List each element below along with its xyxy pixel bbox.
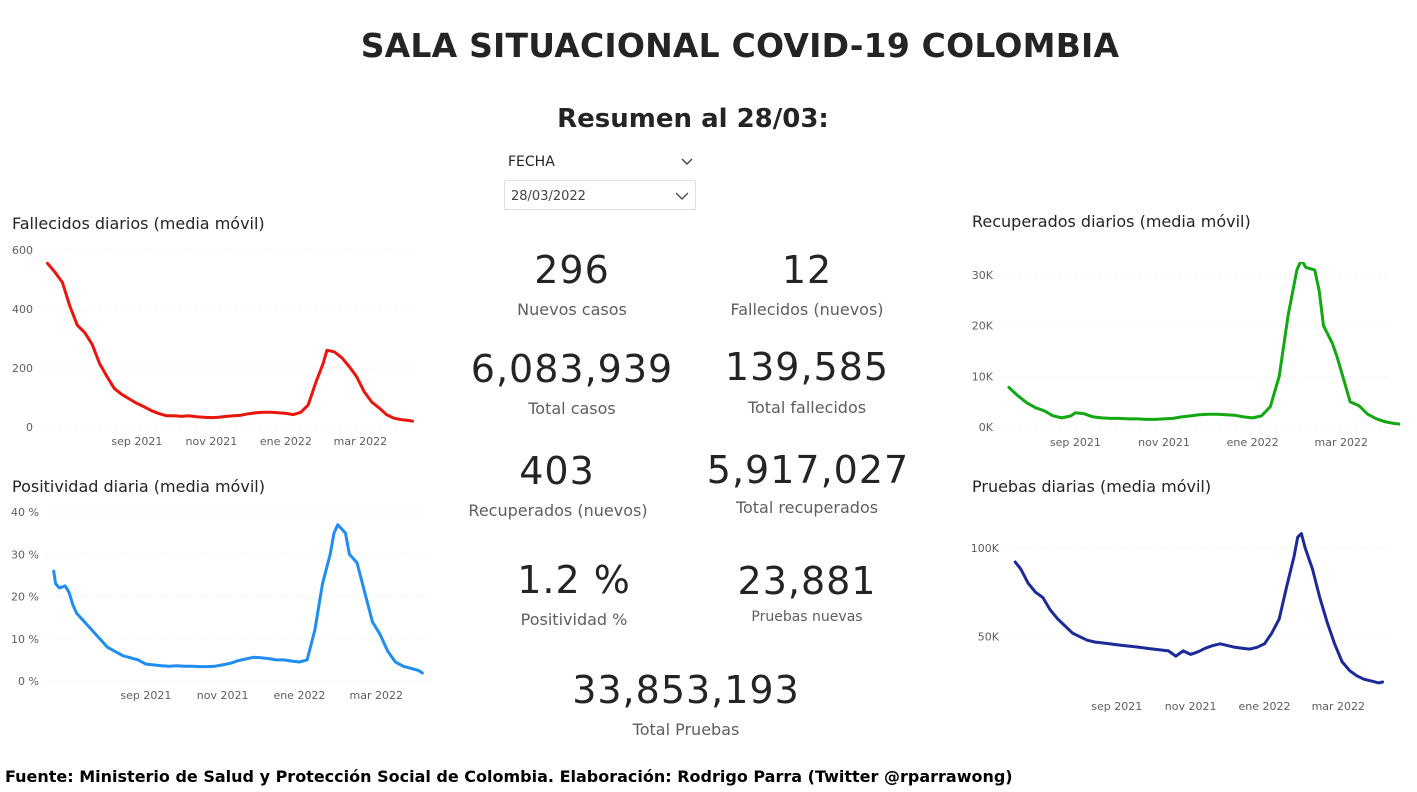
series-line[interactable] bbox=[46, 261, 414, 423]
x-tick-label: sep 2021 bbox=[1091, 700, 1142, 713]
kpi-total-casos-value: 6,083,939 bbox=[470, 347, 674, 391]
x-tick-label: nov 2021 bbox=[1165, 700, 1217, 713]
y-tick-label: 20 % bbox=[11, 591, 39, 604]
kpi-recuperados-nuevos-label: Recuperados (nuevos) bbox=[468, 501, 648, 520]
page-title: SALA SITUACIONAL COVID-19 COLOMBIA bbox=[360, 26, 1120, 65]
x-tick-label: ene 2022 bbox=[1238, 700, 1290, 713]
date-slicer-label: FECHA bbox=[508, 154, 555, 170]
kpi-recuperados-nuevos-value: 403 bbox=[519, 449, 595, 493]
x-tick-label: mar 2022 bbox=[349, 689, 402, 702]
y-tick-label: 20K bbox=[972, 320, 994, 333]
kpi-total-recuperados-label: Total recuperados bbox=[735, 498, 879, 517]
kpi-fallecidos-nuevos-label: Fallecidos (nuevos) bbox=[730, 300, 884, 319]
y-tick-label: 30K bbox=[972, 269, 994, 282]
series-line[interactable] bbox=[1013, 532, 1385, 685]
x-tick-label: sep 2021 bbox=[1050, 436, 1101, 449]
x-tick-label: ene 2022 bbox=[1227, 436, 1279, 449]
x-tick-label: nov 2021 bbox=[1138, 436, 1190, 449]
y-tick-label: 0 % bbox=[18, 675, 39, 688]
kpi-total-fallecidos-label: Total fallecidos bbox=[747, 398, 867, 417]
slicer-collapse-chevron-icon[interactable] bbox=[680, 154, 694, 168]
kpi-positividad-label: Positividad % bbox=[520, 610, 628, 629]
date-slicer-dropdown[interactable]: 28/03/2022 bbox=[504, 180, 696, 210]
x-tick-label: mar 2022 bbox=[1312, 700, 1365, 713]
kpi-nuevos-casos-value: 296 bbox=[534, 248, 610, 292]
x-tick-label: mar 2022 bbox=[334, 435, 387, 448]
series-line[interactable] bbox=[52, 523, 424, 675]
page-subtitle: Resumen al 28/03: bbox=[557, 104, 829, 134]
kpi-positividad-value: 1.2 % bbox=[517, 558, 631, 602]
kpi-total-casos-label: Total casos bbox=[528, 399, 616, 418]
kpi-pruebas-nuevas-value: 23,881 bbox=[737, 559, 877, 603]
chart-fallecidos[interactable]: 0 200 400 600 sep 2021 nov 2021 ene 2022 mar 20… bbox=[0, 240, 430, 455]
x-tick-label: nov 2021 bbox=[197, 689, 249, 702]
chart-pruebas[interactable]: 50K 100K sep 2021 nov 2021 ene 2022 mar 2022 bbox=[960, 530, 1400, 720]
y-tick-label: 200 bbox=[12, 362, 33, 375]
x-tick-label: sep 2021 bbox=[120, 689, 171, 702]
x-tick-label: ene 2022 bbox=[273, 689, 325, 702]
kpi-total-fallecidos-value: 139,585 bbox=[724, 345, 890, 389]
y-tick-label: 0K bbox=[979, 421, 994, 434]
x-tick-label: sep 2021 bbox=[111, 435, 162, 448]
x-tick-label: mar 2022 bbox=[1315, 436, 1368, 449]
chart-title-fallecidos: Fallecidos diarios (media móvil) bbox=[12, 214, 265, 233]
x-tick-label: ene 2022 bbox=[260, 435, 312, 448]
y-tick-label: 30 % bbox=[11, 548, 39, 561]
chevron-down-icon bbox=[675, 192, 689, 200]
kpi-total-pruebas-value: 33,853,193 bbox=[572, 668, 800, 712]
kpi-total-pruebas-label: Total Pruebas bbox=[632, 720, 740, 739]
kpi-total-recuperados-value: 5,917,027 bbox=[706, 448, 910, 492]
chart-title-positividad: Positividad diaria (media móvil) bbox=[12, 477, 265, 496]
y-tick-label: 0 bbox=[26, 421, 33, 434]
y-tick-label: 400 bbox=[12, 303, 33, 316]
kpi-fallecidos-nuevos-value: 12 bbox=[781, 248, 833, 292]
y-tick-label: 10K bbox=[972, 370, 994, 383]
y-tick-label: 100K bbox=[971, 542, 1000, 555]
chart-title-pruebas: Pruebas diarias (media móvil) bbox=[972, 477, 1212, 496]
kpi-pruebas-nuevas-label: Pruebas nuevas bbox=[751, 609, 863, 625]
chart-recuperados[interactable]: 0K 10K 20K 30K sep 2021 nov 2021 ene 2022 mar 2… bbox=[960, 262, 1400, 457]
chart-title-recuperados: Recuperados diarios (media móvil) bbox=[972, 212, 1251, 231]
source-footer: Fuente: Ministerio de Salud y Protección… bbox=[5, 767, 1013, 786]
y-tick-label: 50K bbox=[978, 631, 1000, 644]
kpi-nuevos-casos-label: Nuevos casos bbox=[517, 300, 627, 319]
chart-positividad[interactable]: 0 % 10 % 20 % 30 % 40 % sep 2021 nov 2021 ene 2… bbox=[0, 500, 440, 710]
y-tick-label: 40 % bbox=[11, 506, 39, 519]
y-tick-label: 600 bbox=[12, 244, 33, 257]
date-slicer-value: 28/03/2022 bbox=[511, 189, 586, 204]
series-line[interactable] bbox=[1007, 262, 1400, 426]
y-tick-label: 10 % bbox=[11, 633, 39, 646]
x-tick-label: nov 2021 bbox=[186, 435, 238, 448]
